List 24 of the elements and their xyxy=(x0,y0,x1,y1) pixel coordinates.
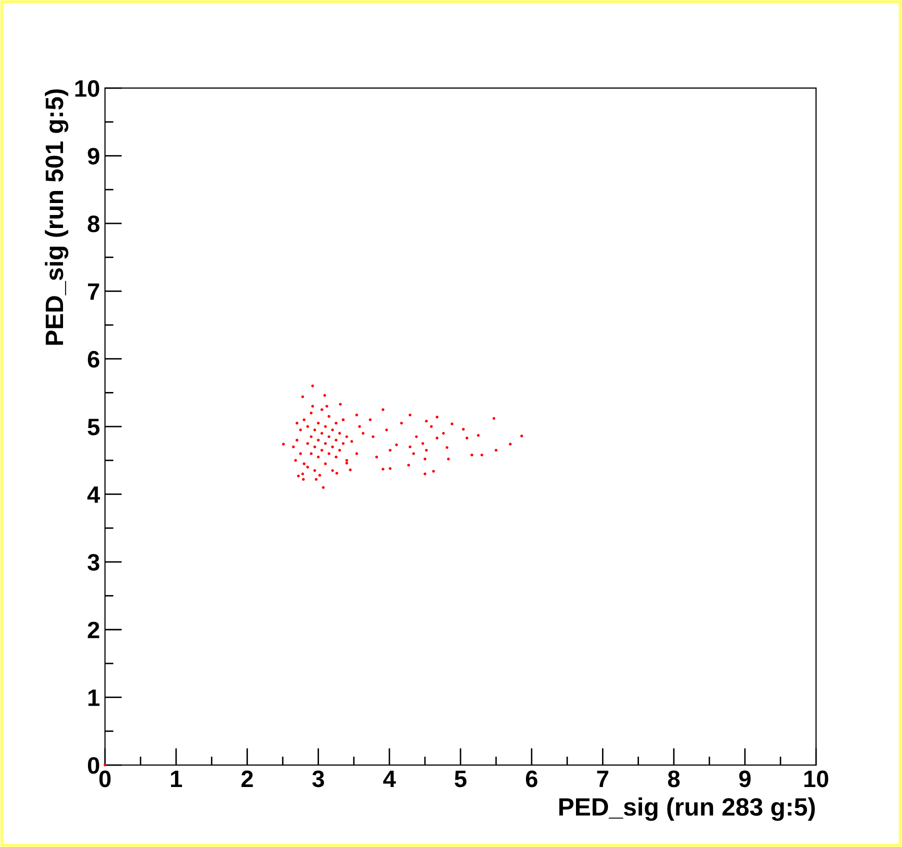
y-tick-label: 4 xyxy=(87,486,100,503)
x-tick-label: 6 xyxy=(526,770,538,788)
x-tick-label: 9 xyxy=(739,770,751,788)
x-axis-title: PED_sig (run 283 g:5) xyxy=(559,797,815,821)
y-tick-label: 10 xyxy=(75,80,100,97)
y-axis-title: PED_sig (run 501 g:5) xyxy=(44,89,68,345)
y-tick-label: 8 xyxy=(88,216,100,232)
y-tick-label: 0 xyxy=(88,757,100,774)
x-tick-label: 4 xyxy=(383,770,396,787)
x-tick-label: 8 xyxy=(668,770,680,788)
x-tick-label: 10 xyxy=(804,770,828,788)
x-tick-label: 3 xyxy=(312,770,324,788)
x-tick-label: 7 xyxy=(597,770,608,787)
y-tick-label: 9 xyxy=(88,148,100,165)
x-tick-label: 1 xyxy=(171,770,182,787)
y-tick-label: 7 xyxy=(88,283,100,300)
x-tick-label: 0 xyxy=(99,770,111,788)
y-tick-label: 6 xyxy=(88,350,100,368)
x-tick-label: 2 xyxy=(241,770,253,787)
y-tick-label: 2 xyxy=(88,622,100,638)
y-tick-label: 3 xyxy=(88,554,100,571)
y-tick-label: 1 xyxy=(88,690,100,706)
y-tick-label: 5 xyxy=(88,418,100,436)
x-tick-label: 5 xyxy=(454,770,466,788)
